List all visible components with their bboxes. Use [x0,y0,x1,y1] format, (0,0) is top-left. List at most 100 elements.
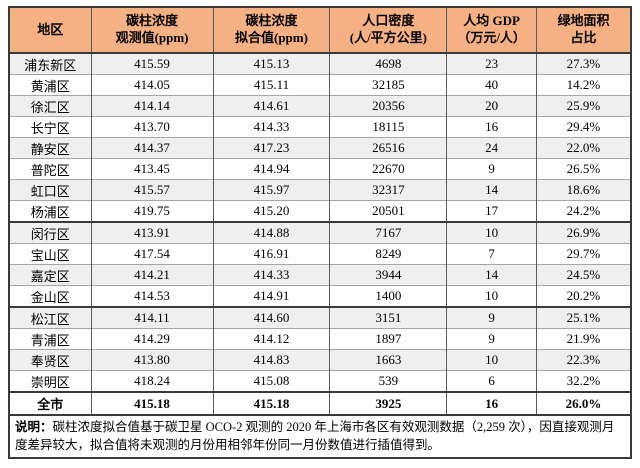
cell-fitted: 415.20 [212,200,330,222]
cell-observed: 417.54 [90,243,213,265]
table-row: 嘉定区 414.21 414.33 3944 14 24.5% [9,264,631,286]
cell-district: 金山区 [9,285,92,307]
cell-district: 闵行区 [9,221,92,244]
header-label: 地区 [37,21,64,37]
cell-green: 27.3% [535,53,631,75]
cell-fitted: 414.61 [212,95,330,117]
cell-green: 24.2% [535,200,631,222]
header-label: 人口密度 [362,13,415,29]
table-row: 金山区 414.53 414.91 1400 10 20.2% [9,285,631,307]
cell-gdp: 6 [446,370,537,392]
table-row: 闵行区 413.91 414.88 7167 10 26.9% [9,221,631,244]
cell-green: 18.6% [535,179,631,201]
cell-gdp: 17 [446,200,537,222]
cell-density: 18115 [329,116,447,138]
cell-gdp: 10 [446,349,537,371]
cell-observed: 415.59 [90,53,213,75]
cell-green: 29.7% [535,243,631,265]
cell-observed: 414.21 [90,264,213,286]
cell-density: 3151 [329,306,447,329]
cell-fitted: 414.94 [212,158,330,180]
col-header-observed-concentration: 碳柱浓度 观测值(ppm) [90,7,213,54]
cell-fitted: 414.88 [212,221,330,244]
cell-density: 3944 [329,264,447,286]
cell-district: 宝山区 [9,243,92,265]
summary-row: 全市 415.18 415.18 3925 16 26.0% [9,391,631,416]
table-row: 虹口区 415.57 415.97 32317 14 18.6% [9,179,631,201]
cell-gdp: 14 [446,264,537,286]
cell-density: 20501 [329,200,447,222]
cell-density: 32185 [329,74,447,96]
cell-green: 26.9% [535,221,631,244]
cell-density: 4698 [329,53,447,75]
cell-fitted: 414.60 [212,306,330,329]
col-header-gdp-per-capita: 人均 GDP （万元/人） [446,7,537,54]
cell-density: 22670 [329,158,447,180]
cell-district: 静安区 [9,137,92,159]
cell-gdp: 24 [446,137,537,159]
table-row: 长宁区 413.70 414.33 18115 16 29.4% [9,116,631,138]
footnote-label: 说明： [15,420,53,434]
cell-gdp: 23 [446,53,537,75]
cell-fitted: 415.97 [212,179,330,201]
col-header-green-area-ratio: 绿地面积 占比 [535,7,631,54]
cell-observed: 414.11 [90,306,213,329]
cell-observed: 414.05 [90,74,213,96]
cell-green: 25.9% [535,95,631,117]
table-body: 浦东新区 415.59 415.13 4698 23 27.3% 黄浦区 414.05 415.… [9,53,631,392]
cell-observed: 414.37 [90,137,213,159]
cell-gdp: 14 [446,179,537,201]
cell-observed: 413.70 [90,116,213,138]
cell-district: 长宁区 [9,116,92,138]
table-footer: 全市 415.18 415.18 3925 16 26.0% 说明：碳柱浓度拟合… [9,391,631,459]
districts-data-table: 地区 碳柱浓度 观测值(ppm) 碳柱浓度 拟合值(ppm) 人口密度 (人/平方公里… [8,6,632,460]
cell-district: 浦东新区 [24,57,77,73]
header-label: （万元/人） [457,30,526,45]
cell-gdp: 40 [446,74,537,96]
cell-green: 21.9% [535,328,631,350]
cell-district: 徐汇区 [9,95,92,117]
cell-density: 539 [329,370,447,392]
cell-density: 8249 [329,243,447,265]
cell-district: 虹口区 [9,179,92,201]
cell-observed: 414.29 [90,328,213,350]
summary-cell-fitted: 415.18 [212,391,330,416]
cell-green: 20.2% [535,285,631,307]
cell-gdp: 7 [446,243,537,265]
cell-green: 14.2% [535,74,631,96]
cell-observed: 414.53 [90,285,213,307]
header-label: (人/平方公里) [349,30,428,45]
header-label: 拟合值(ppm) [234,30,308,45]
cell-fitted: 414.33 [212,264,330,286]
table-header: 地区 碳柱浓度 观测值(ppm) 碳柱浓度 拟合值(ppm) 人口密度 (人/平方公里… [9,7,631,54]
cell-density: 1663 [329,349,447,371]
header-label: 碳柱浓度 [126,13,179,29]
cell-district: 青浦区 [9,328,92,350]
table-row: 普陀区 413.45 414.94 22670 9 26.5% [9,158,631,180]
cell-fitted: 414.33 [212,116,330,138]
cell-district: 杨浦区 [9,200,92,222]
cell-gdp: 20 [446,95,537,117]
col-header-fitted-concentration: 碳柱浓度 拟合值(ppm) [212,7,330,54]
cell-gdp: 9 [446,328,537,350]
cell-fitted: 414.12 [212,328,330,350]
cell-observed: 413.91 [90,221,213,244]
table-row: 杨浦区 419.75 415.20 20501 17 24.2% [9,200,631,222]
table-row: 青浦区 414.29 414.12 1897 9 21.9% [9,328,631,350]
cell-observed: 414.14 [90,95,213,117]
cell-gdp: 16 [446,116,537,138]
header-label: 绿地面积 [557,13,610,29]
cell-green: 24.5% [535,264,631,286]
cell-gdp: 10 [446,221,537,244]
cell-observed: 419.75 [90,200,213,222]
cell-fitted: 416.91 [212,243,330,265]
cell-density: 1897 [329,328,447,350]
summary-cell-density: 3925 [329,391,447,416]
cell-density: 26516 [329,137,447,159]
footnote-text: 碳柱浓度拟合值基于碳卫星 OCO-2 观测的 2020 年上海市各区有效观测数据… [15,420,615,453]
cell-density: 7167 [329,221,447,244]
cell-density: 1400 [329,285,447,307]
cell-district: 黄浦区 [9,74,92,96]
col-header-district: 地区 [9,7,92,54]
